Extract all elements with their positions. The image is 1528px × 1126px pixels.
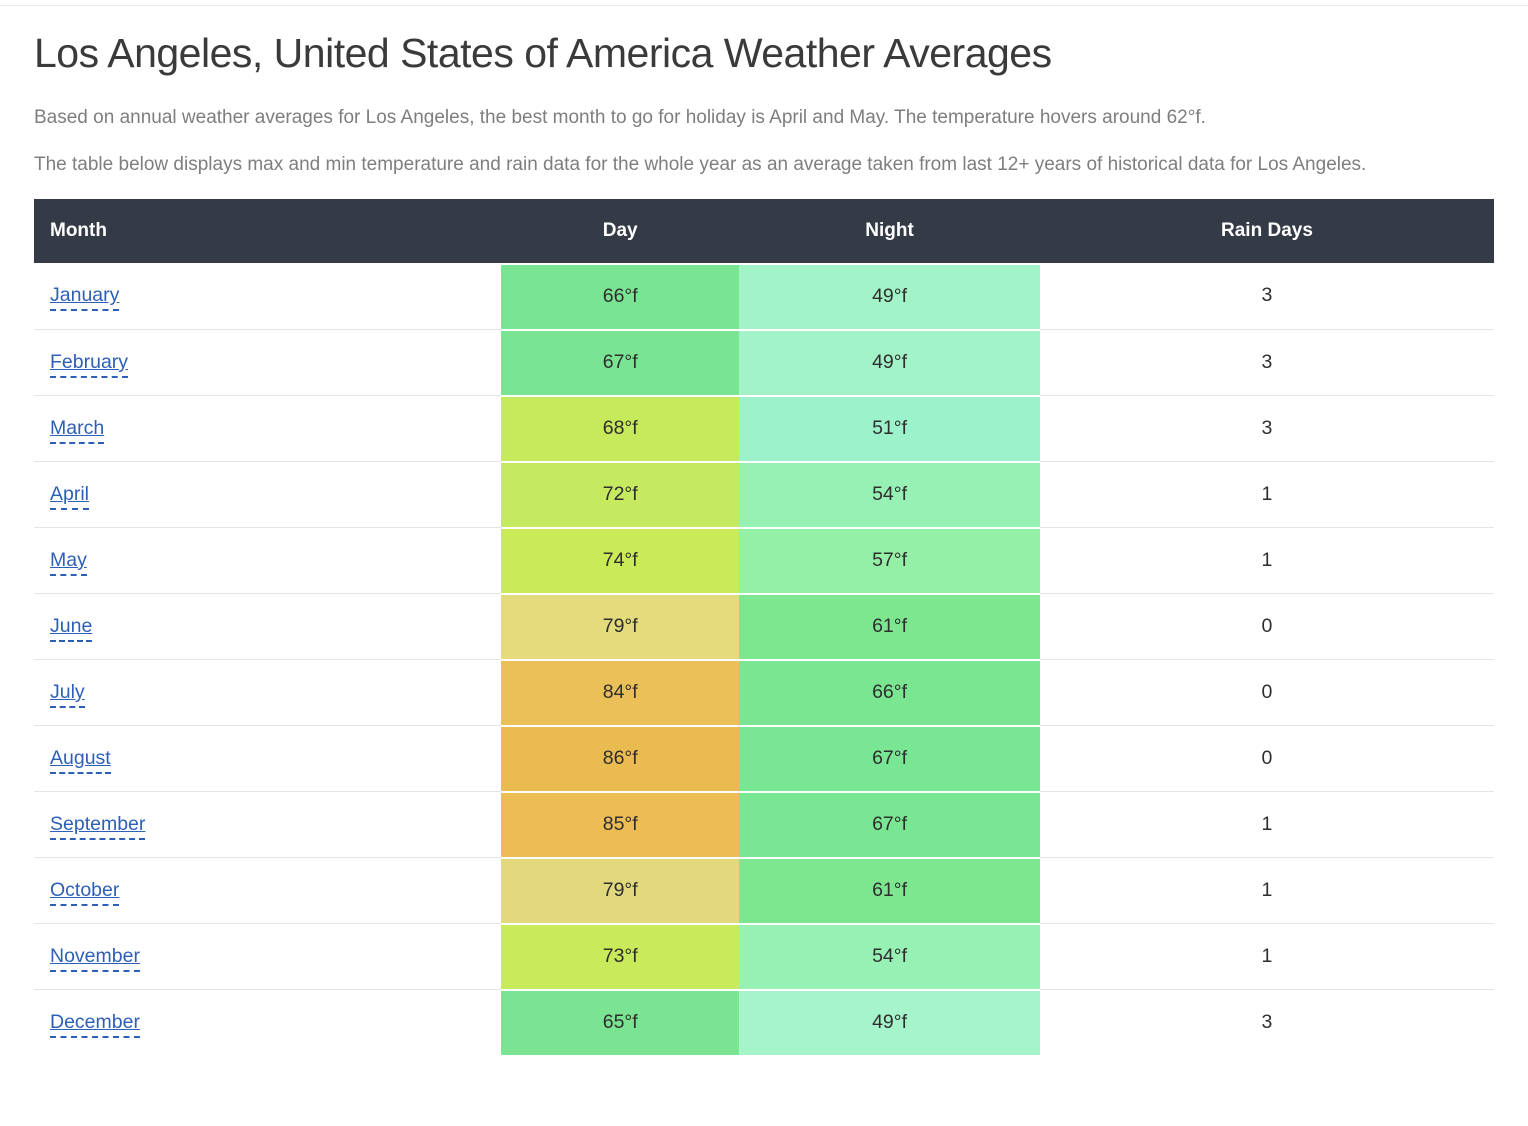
day-temp-cell: 85°f [501,790,740,857]
column-header-month: Month [34,198,502,263]
column-header-night: Night [739,198,1040,263]
day-temp-cell: 65°f [501,988,740,1055]
table-row: March 68°f 51°f 3 [34,394,1494,461]
day-temp-cell: 67°f [501,328,740,395]
month-link[interactable]: September [50,812,146,840]
month-cell: May [34,526,502,593]
day-temp-cell: 68°f [501,394,740,461]
rain-days-cell: 1 [1039,856,1494,923]
day-temp-cell: 86°f [501,724,740,791]
day-temp-cell: 72°f [501,460,740,527]
month-cell: August [34,724,502,791]
day-temp-cell: 79°f [501,856,740,923]
month-link[interactable]: November [50,944,140,972]
month-cell: April [34,460,502,527]
day-temp-cell: 84°f [501,658,740,725]
month-link[interactable]: October [50,878,120,906]
weather-table-body: January 66°f 49°f 3 February 67°f 49°f 3… [34,262,1494,1055]
month-link[interactable]: May [50,548,87,576]
month-link[interactable]: June [50,614,93,642]
table-row: November 73°f 54°f 1 [34,922,1494,989]
month-link[interactable]: August [50,746,111,774]
month-cell: November [34,922,502,989]
day-temp-cell: 74°f [501,526,740,593]
day-temp-cell: 73°f [501,922,740,989]
month-cell: June [34,592,502,659]
rain-days-cell: 3 [1039,394,1494,461]
month-cell: December [34,988,502,1055]
rain-days-cell: 1 [1039,790,1494,857]
month-cell: March [34,394,502,461]
rain-days-cell: 0 [1039,724,1494,791]
table-row: December 65°f 49°f 3 [34,988,1494,1055]
rain-days-cell: 0 [1039,658,1494,725]
night-temp-cell: 57°f [739,526,1040,593]
month-cell: October [34,856,502,923]
month-link[interactable]: April [50,482,90,510]
table-row: October 79°f 61°f 1 [34,856,1494,923]
day-temp-cell: 79°f [501,592,740,659]
night-temp-cell: 61°f [739,856,1040,923]
night-temp-cell: 49°f [739,328,1040,395]
rain-days-cell: 1 [1039,460,1494,527]
rain-days-cell: 1 [1039,922,1494,989]
page-container: Los Angeles, United States of America We… [0,30,1528,1055]
column-header-day: Day [501,198,740,263]
night-temp-cell: 54°f [739,460,1040,527]
day-temp-cell: 66°f [501,262,740,329]
table-row: April 72°f 54°f 1 [34,460,1494,527]
rain-days-cell: 3 [1039,262,1494,329]
month-link[interactable]: January [50,284,120,312]
rain-days-cell: 3 [1039,988,1494,1055]
month-link[interactable]: February [50,350,129,378]
rain-days-cell: 3 [1039,328,1494,395]
month-cell: September [34,790,502,857]
table-row: May 74°f 57°f 1 [34,526,1494,593]
month-cell: February [34,328,502,395]
night-temp-cell: 61°f [739,592,1040,659]
intro-paragraph-2: The table below displays max and min tem… [34,153,1367,175]
table-row: June 79°f 61°f 0 [34,592,1494,659]
night-temp-cell: 51°f [739,394,1040,461]
rain-days-cell: 1 [1039,526,1494,593]
table-row: January 66°f 49°f 3 [34,262,1494,329]
page-top-divider [0,5,1528,6]
night-temp-cell: 67°f [739,724,1040,791]
month-link[interactable]: July [50,680,85,708]
month-cell: January [34,262,502,329]
column-header-rain-days: Rain Days [1039,198,1494,263]
night-temp-cell: 67°f [739,790,1040,857]
rain-days-cell: 0 [1039,592,1494,659]
night-temp-cell: 54°f [739,922,1040,989]
night-temp-cell: 49°f [739,262,1040,329]
month-link[interactable]: March [50,416,105,444]
night-temp-cell: 66°f [739,658,1040,725]
weather-averages-table: Month Day Night Rain Days January 66°f 4… [34,198,1494,1055]
month-link[interactable]: December [50,1010,140,1038]
table-row: September 85°f 67°f 1 [34,790,1494,857]
month-cell: July [34,658,502,725]
table-row: July 84°f 66°f 0 [34,658,1494,725]
table-row: August 86°f 67°f 0 [34,724,1494,791]
night-temp-cell: 49°f [739,988,1040,1055]
table-row: February 67°f 49°f 3 [34,328,1494,395]
table-header-row: Month Day Night Rain Days [34,198,1494,263]
page-title: Los Angeles, United States of America We… [34,30,1052,76]
intro-paragraph-1: Based on annual weather averages for Los… [34,107,1206,128]
